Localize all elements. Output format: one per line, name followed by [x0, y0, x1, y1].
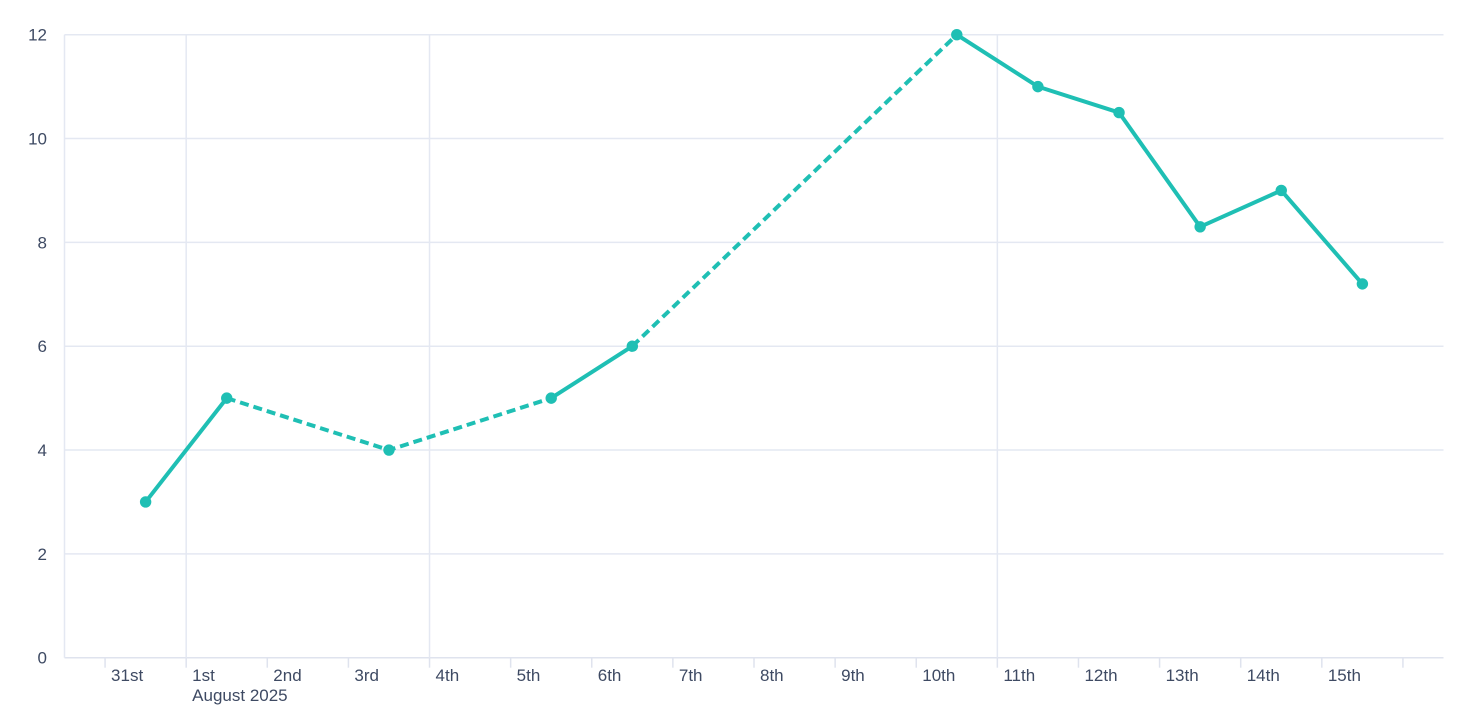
x-axis-month-label: August 2025 [192, 686, 287, 705]
series-point-marker[interactable] [951, 29, 963, 41]
x-axis-tick-label: 10th [922, 666, 955, 685]
series-point-marker[interactable] [1032, 80, 1044, 93]
x-axis-tick-label: 8th [760, 666, 784, 685]
y-axis-tick-label: 4 [38, 441, 47, 460]
x-axis-tick-label: 15th [1328, 666, 1361, 685]
series-point-marker[interactable] [1113, 106, 1125, 119]
x-axis-tick-label: 11th [1003, 666, 1035, 685]
x-axis-tick-label: 12th [1084, 666, 1117, 685]
y-axis-tick-label: 12 [28, 26, 47, 45]
series-point-marker[interactable] [221, 392, 233, 404]
y-axis-tick-label: 0 [38, 649, 47, 668]
x-axis-tick-label: 1st [192, 666, 215, 685]
series-point-marker[interactable] [1194, 221, 1206, 233]
series-point-marker[interactable] [1275, 184, 1287, 197]
x-axis-tick-label: 6th [598, 666, 622, 685]
series-point-marker[interactable] [139, 496, 152, 508]
series-line-solid [954, 32, 1365, 286]
x-axis-tick-label: 31st [111, 666, 143, 685]
series-line-solid [143, 396, 229, 504]
x-axis-tick-label: 13th [1166, 666, 1199, 685]
y-axis-tick-label: 8 [38, 233, 47, 252]
series-line-dashed [226, 396, 552, 453]
y-axis-tick-label: 6 [38, 337, 47, 356]
x-axis-tick-label: 4th [436, 666, 460, 685]
series-point-marker[interactable] [626, 340, 639, 352]
x-axis-tick-label: 7th [679, 666, 703, 685]
y-axis-tick-label: 2 [38, 545, 47, 564]
series-line-dashed [630, 33, 959, 348]
x-axis-tick-label: 3rd [354, 666, 379, 685]
x-axis-tick-label: 2nd [273, 666, 301, 685]
y-axis-tick-label: 10 [28, 130, 47, 149]
x-axis-tick-label: 9th [841, 666, 865, 685]
series-point-marker[interactable] [545, 392, 557, 404]
series-line-solid [549, 344, 635, 401]
series-point-marker[interactable] [383, 444, 395, 456]
x-axis-tick-label: 14th [1247, 666, 1280, 685]
x-axis-tick-label: 5th [517, 666, 541, 685]
series-point-marker[interactable] [1356, 278, 1369, 290]
